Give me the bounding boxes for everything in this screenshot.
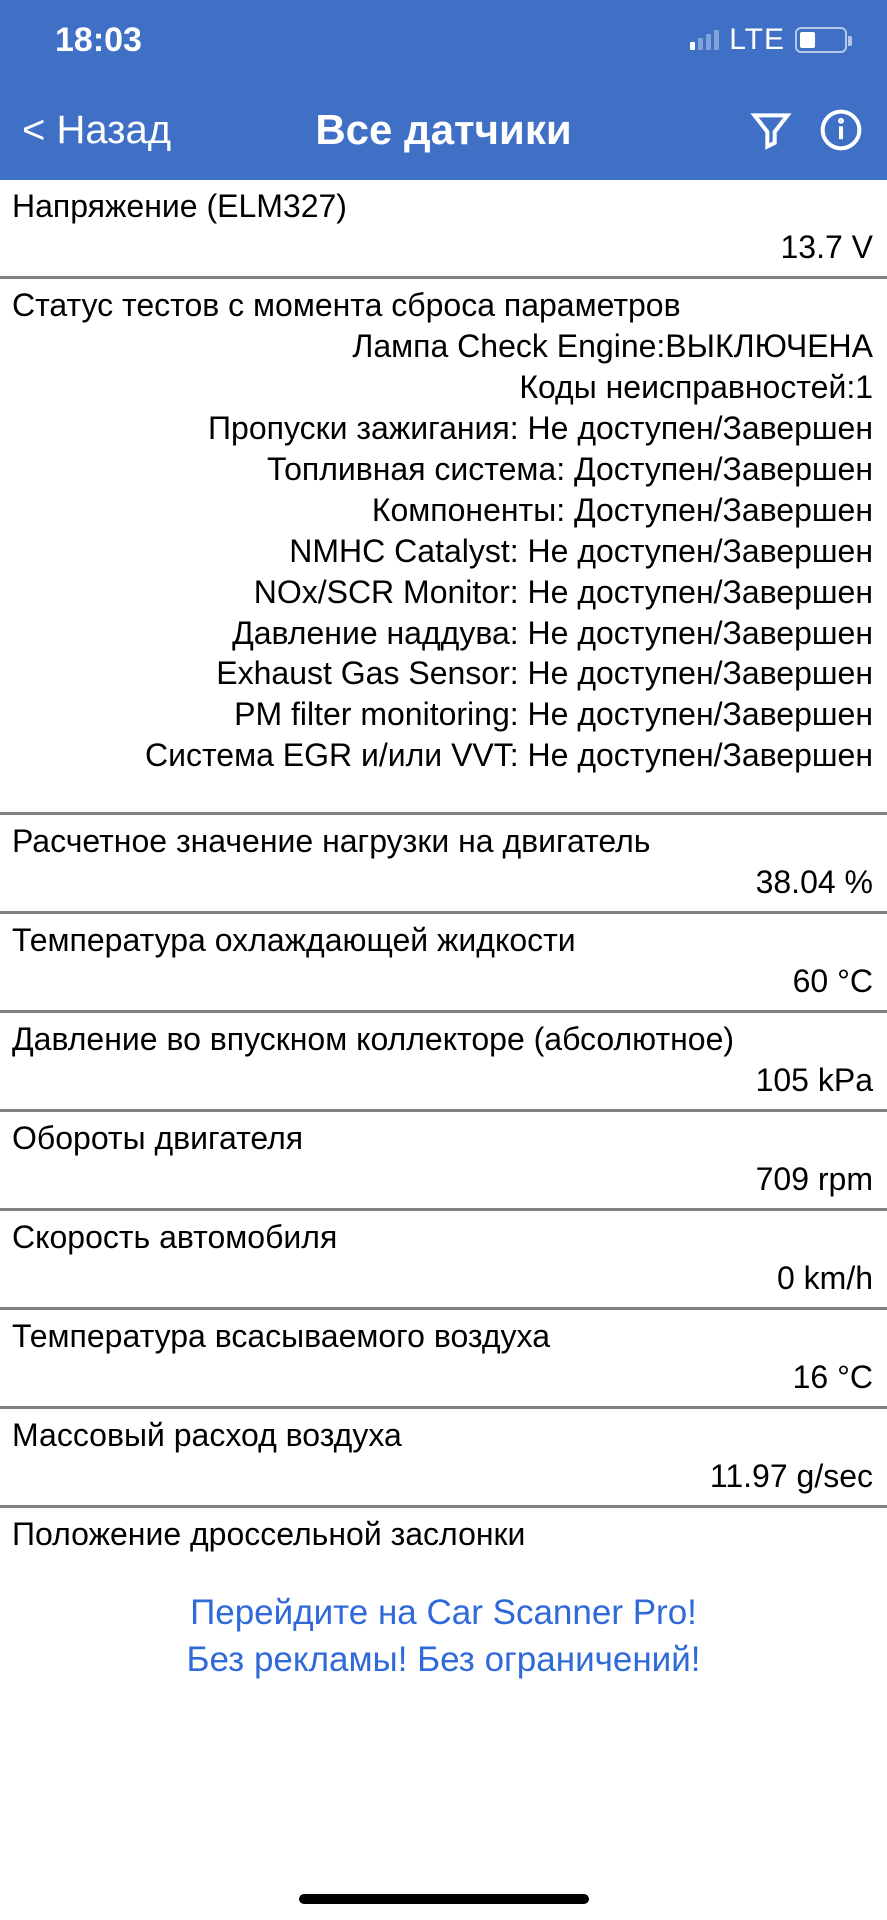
- status-line: Топливная система: Доступен/Завершен: [12, 449, 873, 490]
- signal-icon: [690, 30, 719, 50]
- promo-line: Без рекламы! Без ограничений!: [10, 1636, 877, 1683]
- status-line: PM filter monitoring: Не доступен/Заверш…: [12, 694, 873, 735]
- promo-line: Перейдите на Car Scanner Pro!: [10, 1589, 877, 1636]
- status-line: NOx/SCR Monitor: Не доступен/Завершен: [12, 572, 873, 613]
- sensor-label: Скорость автомобиля: [12, 1217, 875, 1258]
- sensor-label: Положение дроссельной заслонки: [12, 1514, 875, 1555]
- clock: 18:03: [55, 21, 142, 60]
- sensor-tests[interactable]: Статус тестов с момента сброса параметро…: [0, 279, 887, 815]
- status-line: Коды неисправностей:1: [12, 367, 873, 408]
- status-line: Давление наддува: Не доступен/Завершен: [12, 613, 873, 654]
- sensor-label: Напряжение (ELM327): [12, 186, 875, 227]
- sensor-list: Напряжение (ELM327) 13.7 V Статус тестов…: [0, 180, 887, 1563]
- status-line: Exhaust Gas Sensor: Не доступен/Завершен: [12, 653, 873, 694]
- sensor-load[interactable]: Расчетное значение нагрузки на двигатель…: [0, 815, 887, 914]
- sensor-value: 38.04 %: [12, 862, 875, 903]
- sensor-voltage[interactable]: Напряжение (ELM327) 13.7 V: [0, 180, 887, 279]
- status-line: Пропуски зажигания: Не доступен/Завершен: [12, 408, 873, 449]
- back-button[interactable]: < Назад: [22, 108, 171, 153]
- sensor-value: 709 rpm: [12, 1159, 875, 1200]
- sensor-value: 105 kPa: [12, 1060, 875, 1101]
- status-line: Компоненты: Доступен/Завершен: [12, 490, 873, 531]
- status-line: NMHC Catalyst: Не доступен/Завершен: [12, 531, 873, 572]
- sensor-value: 13.7 V: [12, 227, 875, 268]
- sensor-label: Массовый расход воздуха: [12, 1415, 875, 1456]
- status-right: LTE: [690, 23, 847, 57]
- status-bar: 18:03 LTE: [0, 0, 887, 80]
- promo-banner[interactable]: Перейдите на Car Scanner Pro! Без реклам…: [0, 1563, 887, 1694]
- sensor-value: 0 km/h: [12, 1258, 875, 1299]
- battery-icon: [795, 27, 847, 53]
- sensor-value: 11.97 g/sec: [12, 1456, 875, 1497]
- network-label: LTE: [729, 23, 785, 57]
- sensor-throttle[interactable]: Положение дроссельной заслонки: [0, 1508, 887, 1563]
- status-line: Лампа Check Engine:ВЫКЛЮЧЕНА: [12, 326, 873, 367]
- sensor-label: Температура всасываемого воздуха: [12, 1316, 875, 1357]
- sensor-value: 60 °C: [12, 961, 875, 1002]
- sensor-value: 16 °C: [12, 1357, 875, 1398]
- sensor-label: Статус тестов с момента сброса параметро…: [12, 285, 875, 326]
- home-indicator[interactable]: [299, 1894, 589, 1904]
- sensor-label: Обороты двигателя: [12, 1118, 875, 1159]
- status-line: Система EGR и/или VVT: Не доступен/Завер…: [12, 735, 873, 776]
- sensor-rpm[interactable]: Обороты двигателя 709 rpm: [0, 1112, 887, 1211]
- sensor-speed[interactable]: Скорость автомобиля 0 km/h: [0, 1211, 887, 1310]
- sensor-maf[interactable]: Массовый расход воздуха 11.97 g/sec: [0, 1409, 887, 1508]
- sensor-label: Расчетное значение нагрузки на двигатель: [12, 821, 875, 862]
- sensor-coolant[interactable]: Температура охлаждающей жидкости 60 °C: [0, 914, 887, 1013]
- sensor-label: Давление во впускном коллекторе (абсолют…: [12, 1019, 875, 1060]
- filter-icon[interactable]: [747, 106, 795, 154]
- sensor-iat[interactable]: Температура всасываемого воздуха 16 °C: [0, 1310, 887, 1409]
- info-icon[interactable]: [817, 106, 865, 154]
- sensor-value: Лампа Check Engine:ВЫКЛЮЧЕНА Коды неиспр…: [12, 326, 875, 776]
- nav-bar: < Назад Все датчики: [0, 80, 887, 180]
- sensor-map[interactable]: Давление во впускном коллекторе (абсолют…: [0, 1013, 887, 1112]
- sensor-label: Температура охлаждающей жидкости: [12, 920, 875, 961]
